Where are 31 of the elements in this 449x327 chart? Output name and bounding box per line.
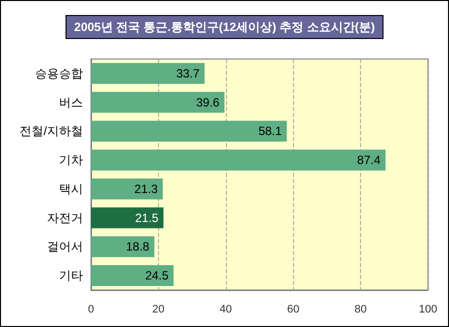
- bar: [91, 207, 164, 228]
- data-label: 18.8: [126, 240, 150, 254]
- bar: [91, 236, 154, 258]
- bar: [91, 150, 386, 170]
- data-label: 21.5: [135, 210, 159, 225]
- chart-title: 2005년 전국 통근.통학인구(12세이상) 추정 소요시간(분): [74, 20, 375, 34]
- x-tick-label: 60: [287, 304, 300, 316]
- data-label: 58.1: [258, 124, 282, 138]
- y-tick-label: 기타: [59, 268, 83, 283]
- bar: [91, 265, 174, 286]
- y-tick-label: 기차: [59, 153, 83, 168]
- y-tick-label: 택시: [59, 182, 83, 196]
- y-tick-label: 버스: [59, 95, 83, 110]
- data-label: 21.3: [134, 182, 158, 196]
- y-tick-label: 전철/지하철: [20, 124, 83, 138]
- x-tick-label: 80: [354, 304, 367, 316]
- x-tick-label: 40: [220, 304, 232, 316]
- bar: [91, 120, 287, 142]
- x-tick-label: 20: [152, 304, 165, 316]
- data-label: 33.7: [176, 66, 200, 80]
- bar: [91, 92, 224, 113]
- y-tick-label: 자전거: [47, 210, 83, 225]
- bar: [91, 178, 163, 200]
- data-label: 24.5: [145, 268, 169, 283]
- y-tick-label: 걸어서: [47, 240, 83, 254]
- data-label: 87.4: [357, 153, 381, 168]
- y-tick-label: 승용승합: [35, 66, 83, 80]
- data-label: 39.6: [196, 95, 220, 110]
- bar: [91, 63, 205, 84]
- x-tick-label: 100: [418, 304, 438, 316]
- x-tick-label: 0: [88, 304, 94, 316]
